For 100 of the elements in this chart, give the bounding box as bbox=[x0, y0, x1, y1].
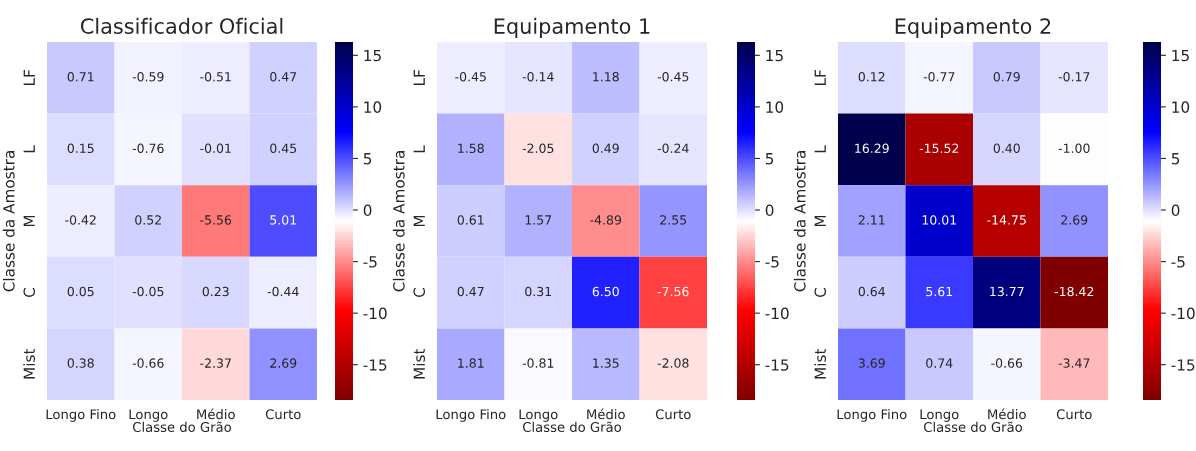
data-label: -0.14 bbox=[522, 71, 554, 82]
y-tick-label: L bbox=[413, 145, 425, 153]
color-bar-label: -15 bbox=[1171, 359, 1195, 371]
data-label: -0.66 bbox=[991, 358, 1023, 368]
data-label: 1.35 bbox=[593, 358, 619, 368]
data-label: -0.77 bbox=[923, 71, 955, 82]
data-label: -0.81 bbox=[522, 358, 554, 368]
color-bar-label: 10 bbox=[1172, 101, 1190, 113]
data-label: -18.42 bbox=[1054, 286, 1094, 297]
color-bar-label: -10 bbox=[1171, 307, 1195, 320]
color-bar-label: -5 bbox=[765, 256, 779, 268]
data-label: -0.66 bbox=[132, 358, 164, 368]
data-label: 0.15 bbox=[67, 143, 94, 154]
data-label: 2.11 bbox=[858, 215, 885, 225]
y-axis-title: Classe da Amostra bbox=[793, 151, 806, 292]
data-label: 0.45 bbox=[270, 143, 297, 154]
data-label: 16.29 bbox=[855, 143, 889, 154]
color-bar-label: 15 bbox=[364, 49, 381, 62]
x-axis-title: Classe do Grão bbox=[133, 421, 232, 433]
data-label: 0.31 bbox=[525, 286, 552, 297]
x-axis-title: Classe do Grão bbox=[523, 421, 622, 433]
data-label: -7.56 bbox=[657, 286, 689, 297]
x-tick-label: Curto bbox=[265, 409, 301, 420]
data-label: -5.56 bbox=[200, 215, 232, 225]
data-label: 0.05 bbox=[67, 286, 94, 297]
color-bar-label: 5 bbox=[1171, 153, 1180, 165]
data-label: -0.42 bbox=[65, 215, 96, 225]
data-label: -0.05 bbox=[132, 286, 164, 297]
data-label: 5.61 bbox=[926, 286, 953, 297]
data-label: 0.61 bbox=[457, 215, 484, 225]
data-label: -0.45 bbox=[455, 71, 486, 82]
data-label: -0.76 bbox=[132, 143, 164, 154]
chart-title: Equipamento 1 bbox=[494, 17, 650, 38]
x-tick-label: Longo Fino bbox=[436, 409, 506, 422]
x-tick-label: Longo bbox=[920, 409, 959, 422]
data-label: 0.40 bbox=[993, 143, 1020, 154]
color-bar-label: -15 bbox=[363, 359, 387, 371]
x-tick-label: Médio bbox=[587, 408, 625, 420]
data-label: 2.69 bbox=[1061, 215, 1088, 225]
data-label: 1.81 bbox=[458, 358, 484, 368]
data-label: -2.05 bbox=[522, 143, 554, 154]
color-bar-label: 5 bbox=[765, 153, 774, 165]
data-label: 1.58 bbox=[458, 143, 484, 154]
chart-title: Classificador Oficial bbox=[80, 17, 283, 34]
data-label: 3.69 bbox=[858, 358, 885, 368]
y-tick-label: Mist bbox=[23, 348, 36, 379]
color-bar-label: -15 bbox=[765, 359, 789, 371]
data-label: 0.47 bbox=[457, 286, 484, 297]
data-label: -15.52 bbox=[919, 143, 959, 154]
color-bar-label: 0 bbox=[363, 204, 372, 217]
data-label: -3.47 bbox=[1058, 358, 1090, 368]
data-label: -0.17 bbox=[1058, 71, 1090, 82]
data-label: 0.23 bbox=[202, 286, 229, 297]
y-tick-label: M bbox=[413, 215, 425, 227]
color-bar-label: -5 bbox=[363, 256, 377, 268]
chart-title: Equipamento 2 bbox=[895, 17, 1051, 38]
data-label: 2.55 bbox=[660, 215, 687, 225]
data-label: 5.01 bbox=[270, 215, 297, 225]
data-label: 1.18 bbox=[593, 71, 619, 82]
color-bar-label: 10 bbox=[364, 101, 382, 113]
x-tick-label: Longo bbox=[129, 409, 168, 422]
data-label: 13.77 bbox=[990, 286, 1024, 297]
y-tick-label: C bbox=[814, 288, 827, 298]
color-bar-label: 10 bbox=[766, 101, 784, 113]
data-label: 0.47 bbox=[270, 71, 297, 82]
data-label: 10.01 bbox=[922, 215, 956, 225]
y-tick-label: L bbox=[23, 145, 35, 153]
y-tick-label: LF bbox=[413, 70, 425, 85]
x-tick-label: Longo Fino bbox=[46, 409, 116, 422]
x-tick-label: Curto bbox=[655, 409, 691, 420]
data-label: 1.57 bbox=[525, 215, 552, 225]
y-tick-label: LF bbox=[23, 70, 35, 85]
y-tick-label: Mist bbox=[814, 348, 827, 379]
data-label: -0.45 bbox=[657, 71, 689, 82]
y-tick-label: C bbox=[413, 288, 426, 298]
color-bar-label: 15 bbox=[766, 49, 783, 62]
y-tick-label: LF bbox=[814, 70, 826, 85]
color-bar-label: 0 bbox=[765, 204, 774, 217]
x-tick-label: Médio bbox=[197, 408, 235, 420]
x-tick-label: Curto bbox=[1056, 409, 1092, 420]
data-label: 0.64 bbox=[858, 286, 885, 297]
data-label: 6.50 bbox=[592, 286, 619, 297]
color-bar-label: 5 bbox=[363, 153, 372, 165]
data-label: 0.79 bbox=[993, 71, 1020, 82]
data-label: -0.59 bbox=[132, 71, 164, 82]
y-axis-title: Classe da Amostra bbox=[2, 151, 15, 292]
x-tick-label: Médio bbox=[988, 408, 1026, 420]
data-label: -1.00 bbox=[1058, 143, 1090, 154]
data-label: 0.52 bbox=[135, 215, 161, 225]
color-bar-label: -10 bbox=[765, 307, 789, 320]
x-tick-label: Longo Fino bbox=[837, 409, 907, 422]
y-axis-title: Classe da Amostra bbox=[392, 151, 405, 292]
data-label: 0.74 bbox=[926, 358, 953, 368]
data-label: -0.24 bbox=[657, 143, 689, 154]
data-label: -2.08 bbox=[657, 358, 689, 368]
data-label: 0.49 bbox=[592, 143, 619, 154]
color-bar-label: -5 bbox=[1171, 256, 1185, 268]
data-label: -2.37 bbox=[200, 358, 231, 368]
color-bar-label: 0 bbox=[1171, 204, 1180, 217]
y-tick-label: C bbox=[23, 288, 36, 298]
